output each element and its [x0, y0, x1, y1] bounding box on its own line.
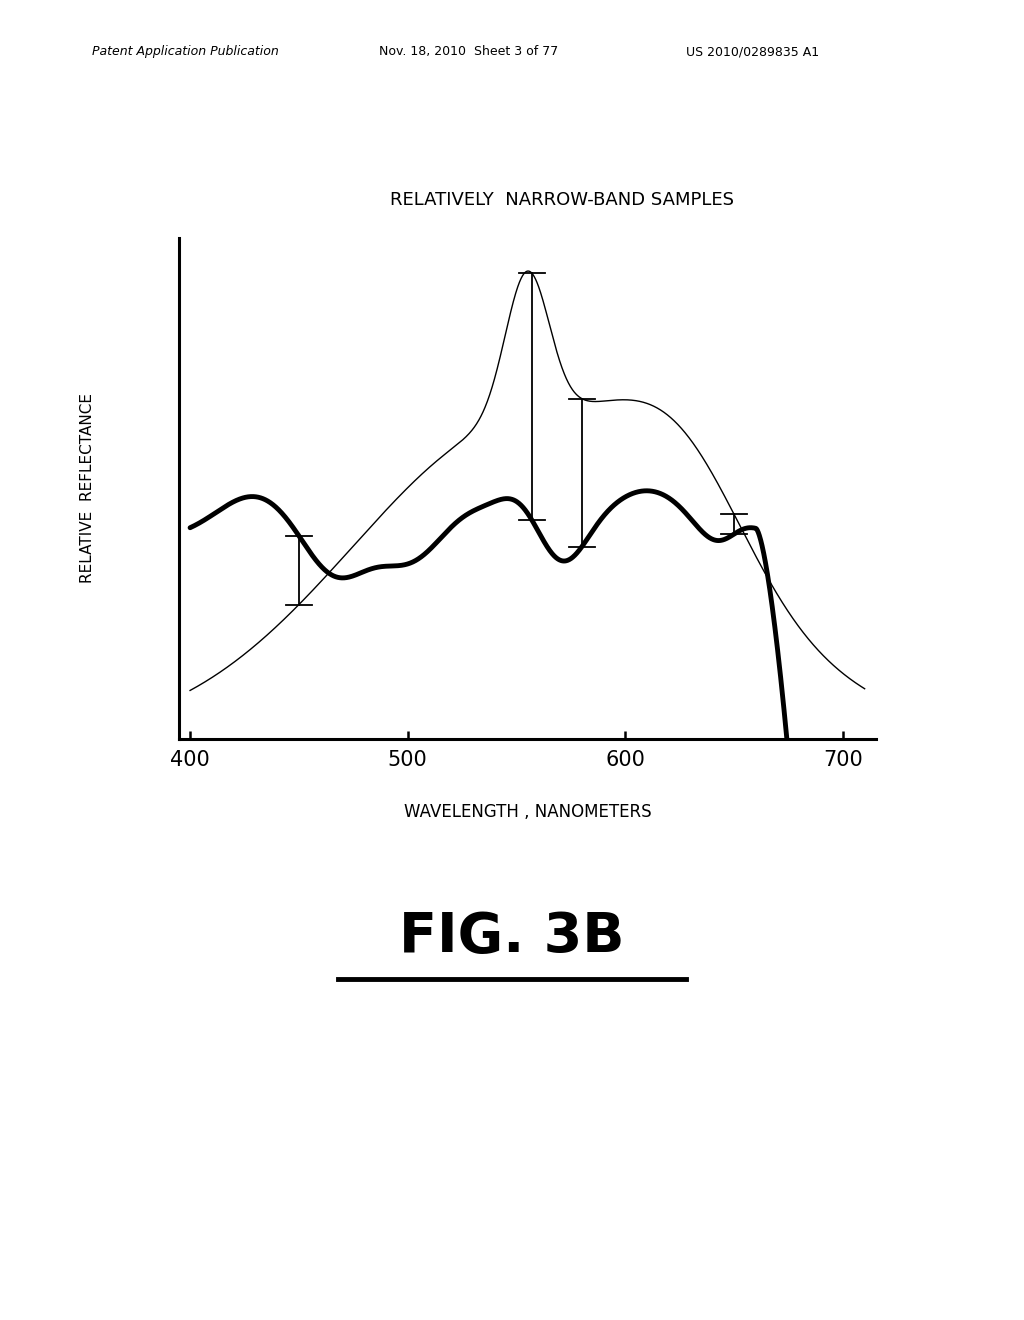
Text: Patent Application Publication: Patent Application Publication — [92, 45, 279, 58]
Text: Nov. 18, 2010  Sheet 3 of 77: Nov. 18, 2010 Sheet 3 of 77 — [379, 45, 558, 58]
Text: US 2010/0289835 A1: US 2010/0289835 A1 — [686, 45, 819, 58]
Text: RELATIVE  REFLECTANCE: RELATIVE REFLECTANCE — [80, 393, 94, 583]
Text: RELATIVELY  NARROW-BAND SAMPLES: RELATIVELY NARROW-BAND SAMPLES — [390, 190, 734, 209]
Text: WAVELENGTH , NANOMETERS: WAVELENGTH , NANOMETERS — [403, 803, 651, 821]
Text: FIG. 3B: FIG. 3B — [399, 911, 625, 964]
